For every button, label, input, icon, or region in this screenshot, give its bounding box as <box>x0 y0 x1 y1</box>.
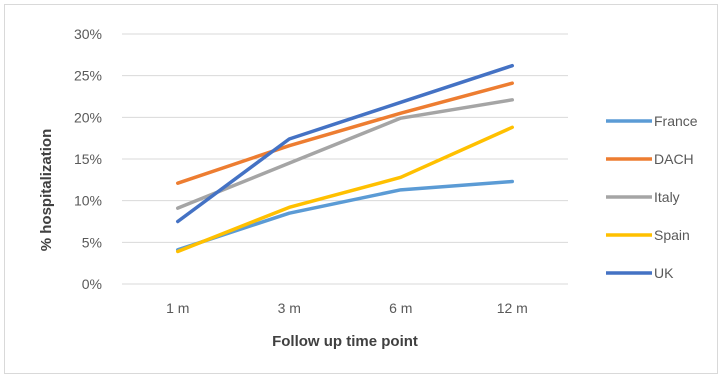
y-tick-label: 0% <box>82 276 102 292</box>
y-tick-label: 5% <box>82 234 102 250</box>
legend-label: France <box>654 113 698 129</box>
series-lines <box>176 63 514 254</box>
x-tick-label: 3 m <box>278 300 301 316</box>
y-tick-label: 10% <box>74 193 102 209</box>
x-tick-label: 6 m <box>389 300 412 316</box>
series-line-dach <box>176 81 514 185</box>
y-axis-title: % hospitalization <box>38 129 55 252</box>
x-tick-label: 1 m <box>166 300 189 316</box>
legend-label: DACH <box>654 151 694 167</box>
y-tick-label: 30% <box>74 26 102 42</box>
y-tick-label: 20% <box>74 109 102 125</box>
x-tick-label: 12 m <box>497 300 528 316</box>
x-axis-title: Follow up time point <box>272 333 418 350</box>
y-tick-label: 25% <box>74 68 102 84</box>
series-line-france <box>176 179 514 252</box>
legend-label: UK <box>654 265 674 281</box>
legend-label: Italy <box>654 189 680 205</box>
x-axis-ticks: 1 m 3 m 6 m 12 m <box>166 300 528 316</box>
series-line-uk <box>176 63 514 224</box>
series-line-italy <box>176 98 514 210</box>
legend: France DACH Italy Spain UK <box>606 113 698 281</box>
y-axis-ticks: 0% 5% 10% 15% 20% 25% 30% <box>74 26 102 292</box>
series-line-spain <box>176 125 514 254</box>
y-tick-label: 15% <box>74 151 102 167</box>
legend-label: Spain <box>654 227 690 243</box>
